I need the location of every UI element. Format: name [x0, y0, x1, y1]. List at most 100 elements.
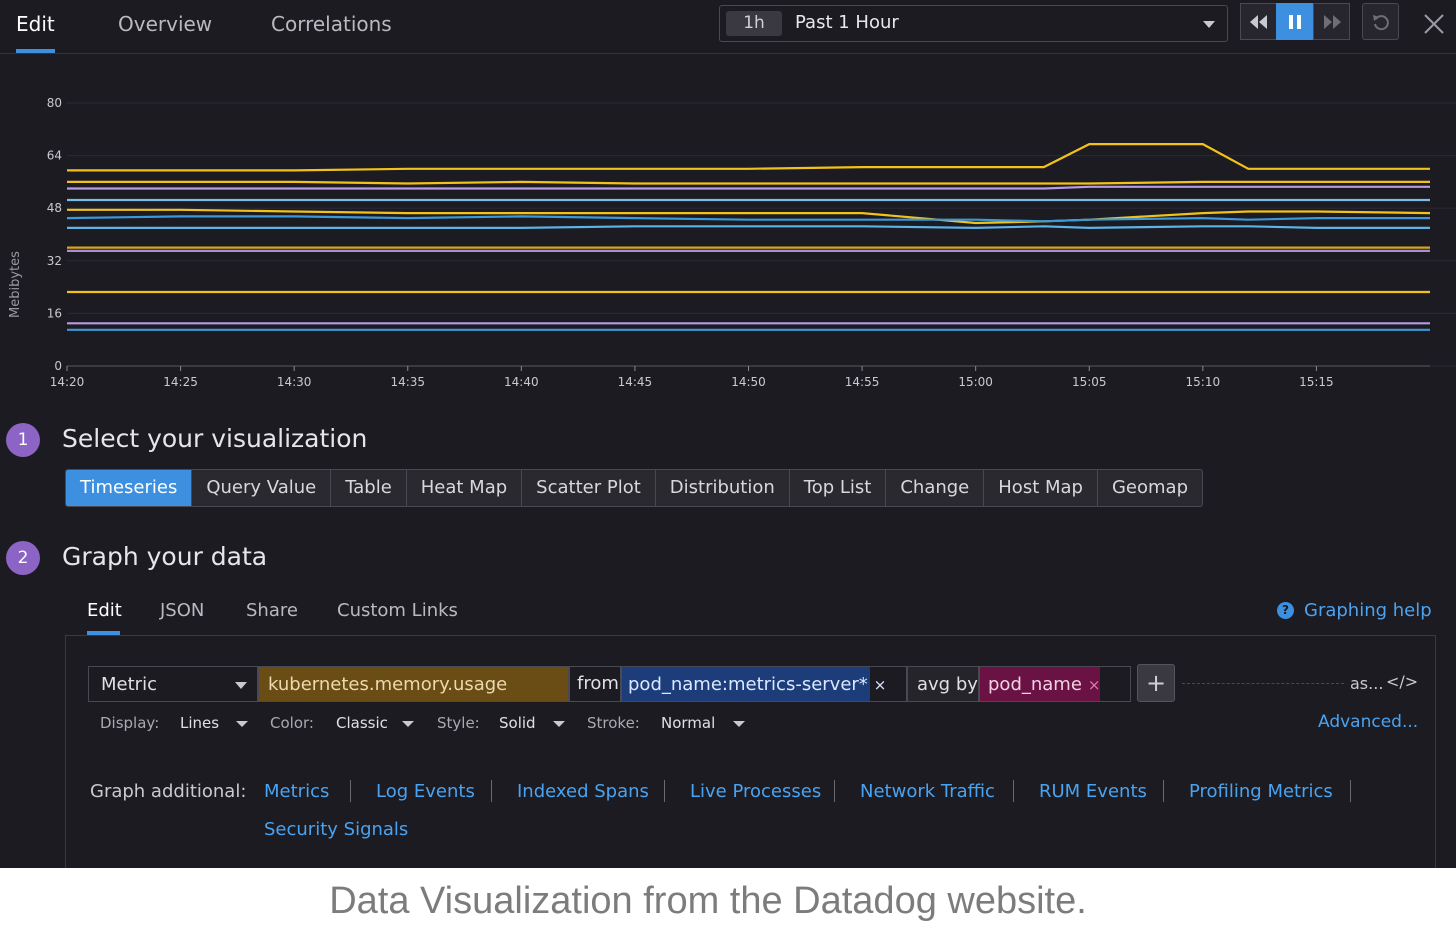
- step-2-badge: 2: [6, 541, 40, 575]
- display-select[interactable]: Lines: [180, 714, 220, 732]
- viz-change-button[interactable]: Change: [886, 470, 985, 506]
- stroke-label: Stroke:: [587, 714, 640, 732]
- fast-forward-button[interactable]: [1313, 3, 1350, 40]
- x-tick-label: 14:30: [277, 375, 312, 389]
- display-label: Display:: [100, 714, 160, 732]
- pause-icon: [1288, 14, 1301, 29]
- x-tick-label: 14:45: [618, 375, 653, 389]
- fast-forward-icon: [1323, 14, 1341, 29]
- chevron-down-icon: [235, 682, 247, 689]
- add-metrics-link[interactable]: Metrics: [264, 781, 330, 802]
- separator: [491, 780, 492, 802]
- series-line: [67, 225, 1430, 229]
- chevron-down-icon[interactable]: [733, 721, 745, 727]
- image-caption: Data Visualization from the Datadog webs…: [329, 880, 1087, 922]
- caption-area: [0, 868, 1456, 943]
- query-editor-panel: [65, 635, 1436, 868]
- time-range-picker[interactable]: 1h Past 1 Hour: [719, 5, 1228, 42]
- y-tick-label: 0: [54, 359, 62, 373]
- from-label: from: [569, 666, 621, 702]
- x-tick-label: 15:00: [958, 375, 993, 389]
- tab-edit[interactable]: Edit: [16, 12, 55, 53]
- separator: [664, 780, 665, 802]
- graph-additional-label: Graph additional:: [90, 781, 247, 802]
- separator: [1163, 780, 1164, 802]
- series-line: [66, 215, 1430, 223]
- chevron-down-icon[interactable]: [553, 721, 565, 727]
- viz-geomap-button[interactable]: Geomap: [1097, 470, 1202, 506]
- viz-query-value-button[interactable]: Query Value: [192, 470, 332, 506]
- x-tick-label: 14:55: [845, 375, 880, 389]
- group-by-field[interactable]: pod_name ×: [979, 666, 1131, 702]
- graphing-help-label: Graphing help: [1304, 600, 1432, 621]
- visualization-type-selector: Timeseries Query Value Table Heat Map Sc…: [65, 469, 1203, 507]
- time-range-label: Past 1 Hour: [795, 12, 899, 33]
- add-function-button[interactable]: +: [1137, 664, 1175, 702]
- add-profiling-metrics-link[interactable]: Profiling Metrics: [1189, 781, 1333, 802]
- advanced-options-link[interactable]: Advanced...: [1318, 712, 1419, 732]
- series-line: [67, 180, 1430, 185]
- query-divider: [1182, 683, 1344, 684]
- graphing-help-link[interactable]: ? Graphing help: [1277, 600, 1432, 621]
- timeseries-chart: 0 16 32 48 64 80 14:20 14:25 14:30 14:35 14:40 14:4…: [0, 80, 1456, 400]
- data-source-select[interactable]: Metric: [88, 666, 258, 702]
- reset-button[interactable]: [1362, 3, 1399, 40]
- chevron-down-icon[interactable]: [236, 721, 248, 727]
- viz-table-button[interactable]: Table: [331, 470, 407, 506]
- question-icon: ?: [1277, 602, 1294, 619]
- series-line: [67, 185, 1430, 190]
- y-axis-label: Mebibytes: [8, 251, 23, 318]
- group-by-tag-label: pod_name: [988, 674, 1082, 695]
- viz-heat-map-button[interactable]: Heat Map: [406, 470, 523, 506]
- add-live-processes-link[interactable]: Live Processes: [690, 781, 822, 802]
- graph-your-data-title: Graph your data: [62, 542, 268, 571]
- y-tick-label: 32: [47, 254, 62, 268]
- reset-icon: [1372, 14, 1389, 30]
- viz-timeseries-button[interactable]: Timeseries: [66, 470, 193, 506]
- close-button[interactable]: [1422, 12, 1446, 36]
- style-select[interactable]: Solid: [499, 714, 536, 732]
- viz-distribution-button[interactable]: Distribution: [655, 470, 790, 506]
- color-select[interactable]: Classic: [336, 714, 388, 732]
- remove-tag-icon[interactable]: ×: [1087, 676, 1101, 694]
- tab-correlations[interactable]: Correlations: [271, 12, 392, 36]
- pause-button[interactable]: [1276, 3, 1313, 40]
- group-by-tag[interactable]: pod_name ×: [980, 667, 1101, 701]
- chart-canvas: 0 16 32 48 64 80 14:20 14:25 14:30 14:35 14:40 14:4…: [47, 96, 1456, 389]
- series-line: [67, 142, 1430, 172]
- chevron-down-icon[interactable]: [402, 721, 414, 727]
- data-source-value: Metric: [101, 674, 157, 695]
- editor-tab-json[interactable]: JSON: [160, 600, 205, 621]
- rewind-button[interactable]: [1240, 3, 1277, 40]
- code-icon[interactable]: </>: [1386, 672, 1419, 691]
- y-tick-label: 48: [47, 201, 62, 215]
- alias-button[interactable]: as...: [1350, 674, 1384, 693]
- from-filter-tag[interactable]: pod_name:metrics-server* ×: [622, 667, 886, 701]
- add-rum-events-link[interactable]: RUM Events: [1039, 781, 1147, 802]
- tab-overview[interactable]: Overview: [118, 12, 213, 36]
- viz-scatter-plot-button[interactable]: Scatter Plot: [522, 470, 656, 506]
- color-label: Color:: [270, 714, 314, 732]
- active-tab-indicator: [87, 631, 120, 635]
- metric-name-input[interactable]: kubernetes.memory.usage: [258, 666, 569, 702]
- remove-tag-icon[interactable]: ×: [873, 676, 887, 694]
- x-tick-label: 14:20: [50, 375, 85, 389]
- separator: [350, 780, 351, 802]
- separator: [1350, 780, 1351, 802]
- y-tick-label: 16: [47, 306, 62, 320]
- stroke-select[interactable]: Normal: [661, 714, 716, 732]
- editor-tab-edit[interactable]: Edit: [87, 600, 122, 621]
- aggregation-select[interactable]: avg by: [907, 666, 979, 702]
- editor-tab-custom-links[interactable]: Custom Links: [337, 600, 458, 621]
- x-tick-label: 15:05: [1072, 375, 1107, 389]
- editor-tab-share[interactable]: Share: [246, 600, 298, 621]
- add-network-traffic-link[interactable]: Network Traffic: [860, 781, 995, 802]
- add-security-signals-link[interactable]: Security Signals: [264, 819, 409, 840]
- from-filter-field[interactable]: pod_name:metrics-server* ×: [621, 666, 907, 702]
- viz-top-list-button[interactable]: Top List: [789, 470, 887, 506]
- close-icon: [1424, 14, 1444, 34]
- add-indexed-spans-link[interactable]: Indexed Spans: [517, 781, 649, 802]
- top-bar: Edit Overview Correlations 1h Past 1 Hou…: [0, 0, 1456, 54]
- viz-host-map-button[interactable]: Host Map: [984, 470, 1098, 506]
- add-log-events-link[interactable]: Log Events: [376, 781, 475, 802]
